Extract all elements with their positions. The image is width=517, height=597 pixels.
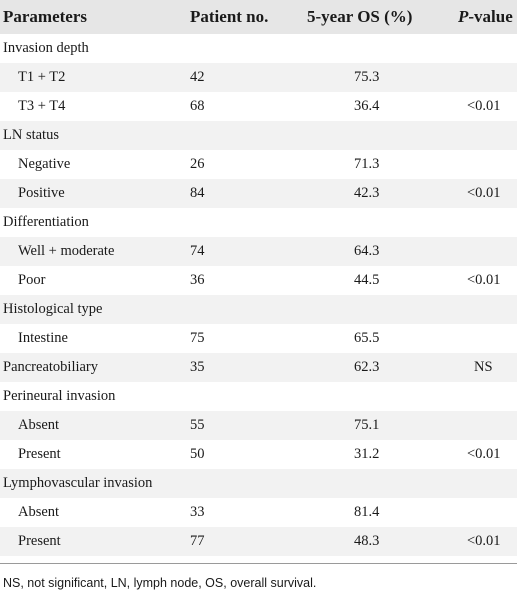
table-row: Absent 55 75.1 xyxy=(0,411,517,440)
table-row: Well + moderate 74 64.3 xyxy=(0,237,517,266)
table-row: T1 + T2 42 75.3 xyxy=(0,63,517,92)
cell-parameter: T3 + T4 xyxy=(18,98,66,114)
survival-table: Parameters Patient no. 5-year OS (%) P-v… xyxy=(0,0,517,556)
cell-5-year-os: 62.3 xyxy=(354,359,380,375)
cell-p-value: NS xyxy=(474,359,493,375)
table-bottom-rule xyxy=(0,563,517,564)
table-row: Absent 33 81.4 xyxy=(0,498,517,527)
table-row: Histological type xyxy=(0,295,517,324)
cell-5-year-os: 48.3 xyxy=(354,533,380,549)
cell-patient-no: 42 xyxy=(190,69,205,85)
cell-parameter: Absent xyxy=(18,504,60,520)
cell-parameter: Present xyxy=(18,446,61,462)
table-row: Intestine 75 65.5 xyxy=(0,324,517,353)
cell-p-value: <0.01 xyxy=(467,98,501,114)
header-p-italic: P xyxy=(458,7,469,26)
cell-patient-no: 50 xyxy=(190,446,205,462)
table-row: Present 50 31.2 <0.01 xyxy=(0,440,517,469)
table-row: Differentiation xyxy=(0,208,517,237)
table-row: Pancreatobiliary 35 62.3 NS xyxy=(0,353,517,382)
cell-5-year-os: 71.3 xyxy=(354,156,380,172)
cell-parameter: Present xyxy=(18,533,61,549)
header-parameters: Parameters xyxy=(3,7,88,26)
cell-patient-no: 33 xyxy=(190,504,205,520)
cell-patient-no: 55 xyxy=(190,417,205,433)
table-row: Poor 36 44.5 <0.01 xyxy=(0,266,517,295)
cell-parameter: Negative xyxy=(18,156,71,172)
table-row: Negative 26 71.3 xyxy=(0,150,517,179)
cell-parameter: LN status xyxy=(3,127,59,143)
header-p-rest: -value xyxy=(468,7,513,26)
cell-p-value: <0.01 xyxy=(467,533,501,549)
cell-p-value: <0.01 xyxy=(467,185,501,201)
cell-patient-no: 68 xyxy=(190,98,205,114)
cell-patient-no: 75 xyxy=(190,330,205,346)
table-row: Lymphovascular invasion xyxy=(0,469,517,498)
cell-parameter: Well + moderate xyxy=(18,243,115,259)
header-5-year-os: 5-year OS (%) xyxy=(307,7,413,26)
cell-5-year-os: 64.3 xyxy=(354,243,380,259)
table-footnote: NS, not significant, LN, lymph node, OS,… xyxy=(3,576,317,590)
table-header: Parameters Patient no. 5-year OS (%) P-v… xyxy=(0,0,517,34)
cell-patient-no: 77 xyxy=(190,533,205,549)
cell-parameter: Perineural invasion xyxy=(3,388,116,404)
table-row: Positive 84 42.3 <0.01 xyxy=(0,179,517,208)
cell-parameter: Lymphovascular invasion xyxy=(3,475,153,491)
cell-patient-no: 74 xyxy=(190,243,205,259)
table-body: Invasion depth T1 + T2 42 75.3 T3 + T4 68 36.4… xyxy=(0,34,517,556)
cell-5-year-os: 36.4 xyxy=(354,98,380,114)
table-row: Invasion depth xyxy=(0,34,517,63)
cell-parameter: Differentiation xyxy=(3,214,89,230)
cell-parameter: Intestine xyxy=(18,330,68,346)
cell-parameter: T1 + T2 xyxy=(18,69,66,85)
cell-patient-no: 35 xyxy=(190,359,205,375)
cell-5-year-os: 65.5 xyxy=(354,330,380,346)
cell-5-year-os: 81.4 xyxy=(354,504,380,520)
cell-parameter: Absent xyxy=(18,417,60,433)
cell-patient-no: 36 xyxy=(190,272,205,288)
cell-p-value: <0.01 xyxy=(467,272,501,288)
header-p-value: P-value xyxy=(458,7,513,27)
header-patient-no: Patient no. xyxy=(190,7,269,26)
cell-5-year-os: 75.1 xyxy=(354,417,380,433)
table-row: LN status xyxy=(0,121,517,150)
cell-patient-no: 84 xyxy=(190,185,205,201)
table-row: Perineural invasion xyxy=(0,382,517,411)
cell-parameter: Invasion depth xyxy=(3,40,89,56)
cell-patient-no: 26 xyxy=(190,156,205,172)
cell-5-year-os: 42.3 xyxy=(354,185,380,201)
table-row: Present 77 48.3 <0.01 xyxy=(0,527,517,556)
cell-parameter: Poor xyxy=(18,272,46,288)
cell-5-year-os: 44.5 xyxy=(354,272,380,288)
cell-5-year-os: 31.2 xyxy=(354,446,380,462)
table-row: T3 + T4 68 36.4 <0.01 xyxy=(0,92,517,121)
cell-parameter: Positive xyxy=(18,185,65,201)
cell-parameter: Pancreatobiliary xyxy=(3,359,99,375)
cell-p-value: <0.01 xyxy=(467,446,501,462)
cell-parameter: Histological type xyxy=(3,301,103,317)
cell-5-year-os: 75.3 xyxy=(354,69,380,85)
